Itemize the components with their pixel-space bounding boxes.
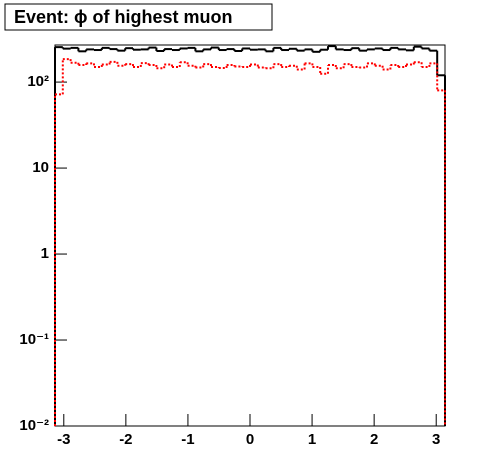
x-tick-label: -3 — [57, 431, 70, 448]
y-tick-label: 10⁻¹ — [19, 331, 49, 348]
y-tick-label: 10 — [32, 159, 49, 176]
histogram-series — [54, 58, 446, 426]
chart-title: Event: ϕ of highest muon — [14, 7, 233, 27]
x-tick-label: 1 — [308, 431, 316, 448]
title-box — [4, 3, 273, 31]
x-tick-label: 0 — [246, 431, 254, 448]
x-tick-label: -2 — [119, 431, 132, 448]
y-tick-label: 10² — [27, 73, 49, 90]
y-tick-label: 10⁻² — [19, 417, 49, 434]
x-tick-label: -1 — [181, 431, 194, 448]
x-tick-label: 3 — [432, 431, 440, 448]
x-tick-label: 2 — [370, 431, 378, 448]
y-tick-label: 1 — [41, 245, 49, 262]
